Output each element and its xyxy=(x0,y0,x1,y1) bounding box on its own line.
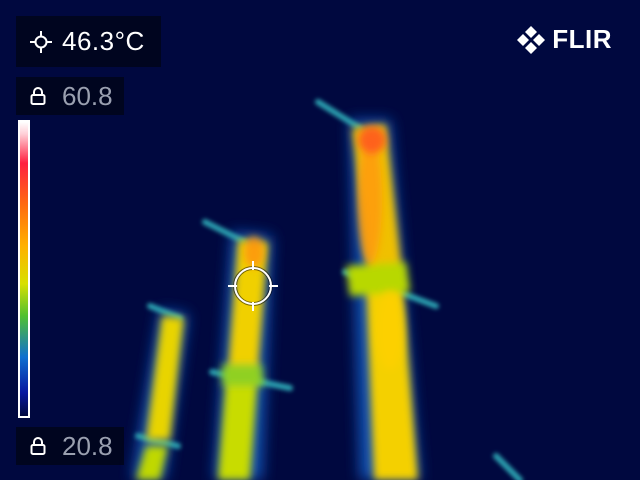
temperature-color-scale xyxy=(18,120,30,418)
lock-icon xyxy=(30,437,46,455)
spot-meter-reticle-icon xyxy=(30,30,52,53)
spot-crosshair-icon[interactable] xyxy=(228,261,278,311)
scale-min-lock[interactable]: 20.8 xyxy=(16,427,124,465)
hot-spots xyxy=(244,126,404,370)
flir-logo-icon xyxy=(517,25,546,54)
lock-icon xyxy=(30,87,46,105)
flir-logo: FLIR xyxy=(516,24,612,55)
scale-max-lock[interactable]: 60.8 xyxy=(16,77,124,115)
insulator-fins xyxy=(135,99,523,480)
spot-temperature-value: 46.3°C xyxy=(62,26,145,56)
spot-temperature-readout: 46.3°C xyxy=(16,16,161,67)
scale-min-value: 20.8 xyxy=(62,430,113,461)
flir-logo-text: FLIR xyxy=(552,24,612,54)
scale-max-value: 60.8 xyxy=(62,80,113,111)
